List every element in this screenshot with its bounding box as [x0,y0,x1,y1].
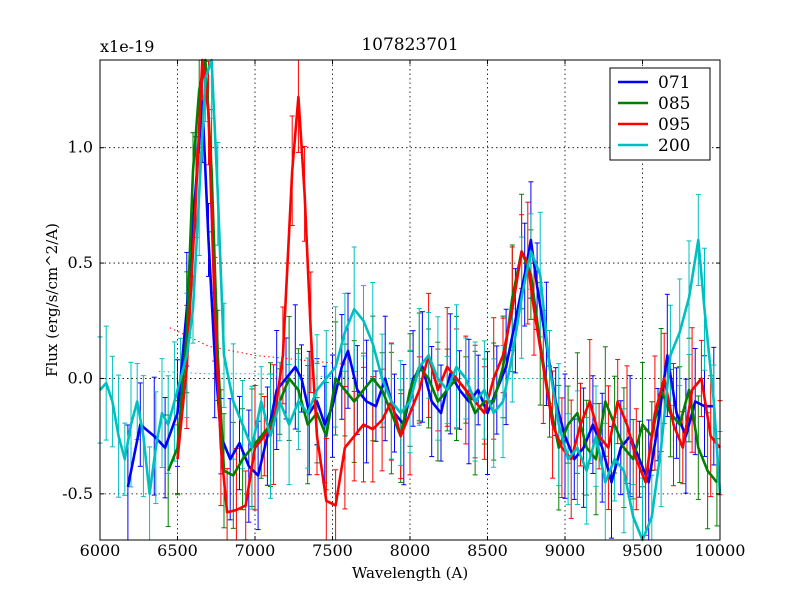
x-tick-label: 8500 [467,541,508,560]
095-continuum-curve [169,327,349,366]
x-tick-label: 9000 [545,541,586,560]
x-tick-label: 8000 [390,541,431,560]
x-tick-label: 7000 [235,541,276,560]
series-200-line [99,58,722,542]
y-axis-label: Flux (erg/s/cm^2/A) [43,223,61,377]
y-tick-label: 0.0 [68,368,93,387]
y-offset-label: x1e-19 [100,37,154,56]
y-tick-label: 1.0 [68,138,93,157]
legend-label-085: 085 [658,94,690,114]
x-tick-label: 10000 [695,541,746,560]
x-tick-label: 7500 [312,541,353,560]
series-lines [99,58,722,542]
chart-title: 107823701 [361,35,458,55]
legend-label-200: 200 [658,136,690,156]
x-tick-label: 6500 [157,541,198,560]
series-085-line [166,58,718,484]
x-tick-label: 9500 [622,541,663,560]
legend-label-095: 095 [658,115,690,135]
ticks: 6000 6500 7000 7500 8000 8500 9000 9500 10000 -0.… [62,60,745,560]
x-axis-label: Wavelength (A) [352,564,468,582]
y-tick-label: -0.5 [62,484,93,503]
y-tick-label: 0.5 [68,253,93,272]
x-tick-label: 6000 [80,541,121,560]
legend-label-071: 071 [658,73,690,93]
series-095-line [176,58,722,514]
